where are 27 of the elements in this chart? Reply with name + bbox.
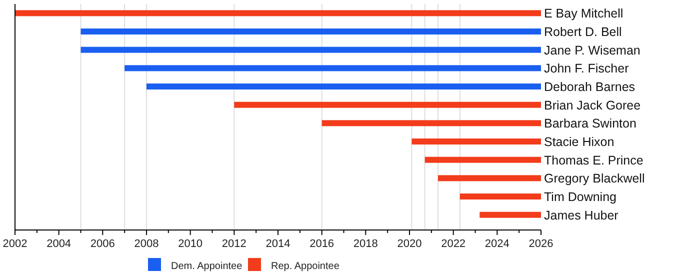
x-tick-label: 2022 [441, 238, 466, 250]
legend-label: Dem. Appointee [171, 261, 243, 272]
x-tick-label: 2008 [134, 238, 159, 250]
y-tick-label: James Huber [544, 208, 618, 222]
x-tick-label: 2016 [310, 238, 334, 250]
x-tick-label: 2026 [528, 238, 554, 250]
y-tick-label: Robert D. Bell [544, 25, 622, 39]
y-tick-label: E Bay Mitchell [544, 6, 624, 21]
y-tick-label: Barbara Swinton [544, 116, 636, 131]
y-tick-label: Brian Jack Goree [544, 98, 641, 112]
x-tick-label: 2006 [90, 238, 115, 250]
y-tick-label: Deborah Barnes [544, 80, 636, 94]
x-tick-label: 2002 [2, 238, 28, 250]
y-tick-label: Gregory Blackwell [544, 172, 645, 186]
y-tick-label: Thomas E. Prince [544, 153, 644, 168]
y-tick-label: John F. Fischer [544, 62, 629, 76]
x-tick-label: 2004 [46, 238, 72, 250]
x-tick-label: 2024 [484, 238, 510, 250]
y-tick-label: Stacie Hixon [544, 135, 614, 149]
y-tick-label: Tim Downing [544, 190, 617, 204]
x-tick-label: 2014 [266, 238, 290, 250]
y-tick-label: Jane P. Wiseman [544, 43, 640, 58]
x-tick-label: 2018 [353, 238, 378, 250]
x-tick-label: 2020 [397, 238, 422, 250]
x-tick-label: 2012 [222, 238, 246, 250]
legend-label: Rep. Appointee [271, 261, 340, 272]
x-tick-label: 2010 [178, 238, 203, 250]
